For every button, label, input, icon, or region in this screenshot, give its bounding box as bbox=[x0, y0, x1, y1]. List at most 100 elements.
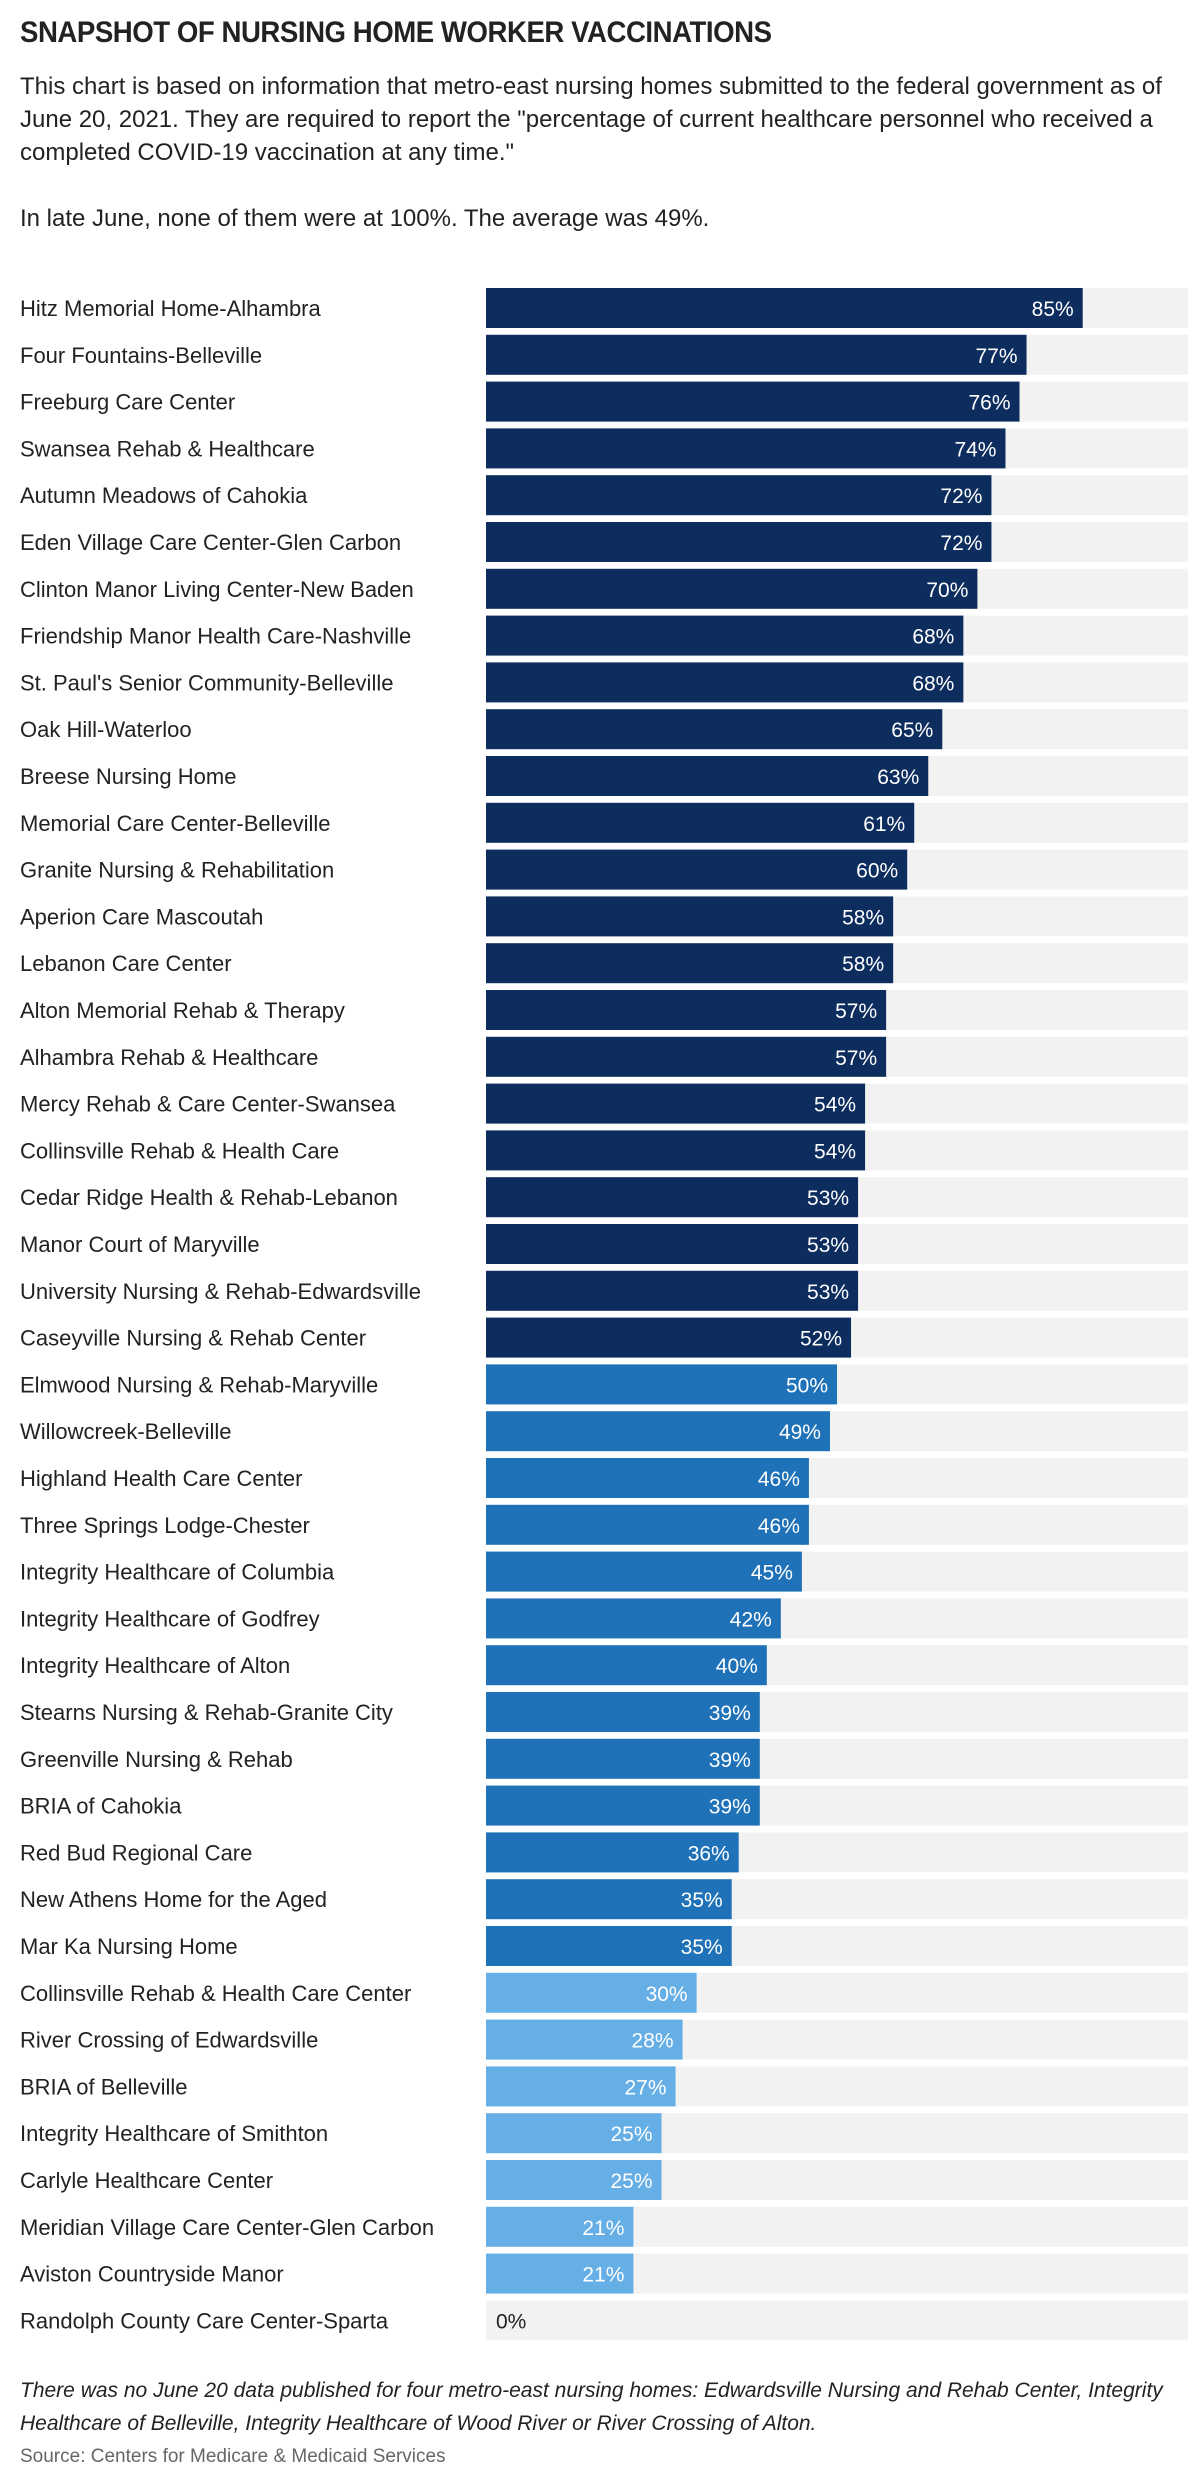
value-label: 35% bbox=[681, 1936, 723, 1959]
bar-row: Carlyle Healthcare Center 25% bbox=[20, 2160, 1188, 2200]
category-label: Greenville Nursing & Rehab bbox=[20, 1747, 293, 1772]
bar bbox=[486, 1785, 760, 1826]
bar-row: St. Paul's Senior Community-Belleville 68… bbox=[20, 662, 1188, 703]
bar bbox=[486, 896, 894, 937]
bar bbox=[486, 756, 929, 796]
bar-row: Granite Nursing & Rehabilitation 60% bbox=[20, 849, 1188, 890]
bar bbox=[486, 1504, 809, 1545]
bar bbox=[486, 2160, 662, 2200]
value-label: 57% bbox=[835, 1047, 877, 1070]
bar bbox=[486, 709, 943, 750]
category-label: Autumn Meadows of Cahokia bbox=[20, 483, 308, 508]
value-label: 53% bbox=[807, 1234, 849, 1257]
bar bbox=[486, 1083, 866, 1124]
bar bbox=[486, 428, 1006, 469]
bar bbox=[486, 990, 887, 1030]
value-label: 72% bbox=[940, 532, 982, 555]
chart-source: Source: Centers for Medicare & Medicaid … bbox=[20, 2446, 446, 2467]
category-label: New Athens Home for the Aged bbox=[20, 1887, 327, 1912]
value-label: 61% bbox=[863, 813, 905, 836]
value-label: 76% bbox=[968, 392, 1010, 415]
category-label: University Nursing & Rehab-Edwardsville bbox=[20, 1279, 421, 1304]
value-label: 53% bbox=[807, 1187, 849, 1210]
bar bbox=[486, 1130, 866, 1171]
bar bbox=[486, 1738, 760, 1779]
value-label: 58% bbox=[842, 906, 884, 929]
category-label: Breese Nursing Home bbox=[20, 764, 236, 789]
bar-row: Integrity Healthcare of Columbia 45% bbox=[20, 1551, 1188, 1592]
value-label: 28% bbox=[632, 2030, 674, 2053]
bar-row: Autumn Meadows of Cahokia 72% bbox=[20, 475, 1188, 516]
bar bbox=[486, 2253, 634, 2294]
category-label: Cedar Ridge Health & Rehab-Lebanon bbox=[20, 1185, 398, 1210]
bar bbox=[486, 1177, 859, 1218]
bar-row: Hitz Memorial Home-Alhambra 85% bbox=[20, 288, 1188, 328]
bar-row: Friendship Manor Health Care-Nashville 68… bbox=[20, 615, 1188, 656]
category-label: Memorial Care Center-Belleville bbox=[20, 811, 331, 836]
bar bbox=[486, 1270, 859, 1311]
bar bbox=[486, 1598, 781, 1639]
category-label: BRIA of Belleville bbox=[20, 2074, 188, 2099]
bar bbox=[486, 1926, 732, 1966]
category-label: Friendship Manor Health Care-Nashville bbox=[20, 624, 411, 649]
category-label: Mar Ka Nursing Home bbox=[20, 1934, 238, 1959]
bar bbox=[486, 1036, 887, 1077]
bar-row: Cedar Ridge Health & Rehab-Lebanon 53% bbox=[20, 1177, 1188, 1218]
subtitle-paragraph-2: In late June, none of them were at 100%.… bbox=[20, 205, 710, 232]
category-label: Freeburg Care Center bbox=[20, 390, 235, 415]
value-label: 39% bbox=[709, 1702, 751, 1725]
category-label: Lebanon Care Center bbox=[20, 951, 232, 976]
subtitle-paragraph-1: This chart is based on information that … bbox=[20, 73, 1162, 166]
bar bbox=[486, 568, 978, 609]
category-label: Four Fountains-Belleville bbox=[20, 343, 262, 368]
value-label: 21% bbox=[582, 2217, 624, 2240]
value-label: 49% bbox=[779, 1421, 821, 1444]
value-label: 46% bbox=[758, 1468, 800, 1491]
category-label: Collinsville Rehab & Health Care Center bbox=[20, 1981, 411, 2006]
bar-row: Mar Ka Nursing Home 35% bbox=[20, 1926, 1188, 1966]
bar bbox=[486, 1879, 732, 1920]
category-label: Aviston Countryside Manor bbox=[20, 2262, 284, 2287]
value-label: 68% bbox=[912, 626, 954, 649]
bar-row: Integrity Healthcare of Godfrey 42% bbox=[20, 1598, 1188, 1639]
bar-row: Collinsville Rehab & Health Care 54% bbox=[20, 1130, 1188, 1171]
category-label: Meridian Village Care Center-Glen Carbon bbox=[20, 2215, 434, 2240]
value-label: 53% bbox=[807, 1281, 849, 1304]
bar bbox=[486, 802, 915, 843]
value-label: 65% bbox=[891, 719, 933, 742]
bar-row: Collinsville Rehab & Health Care Center 3… bbox=[20, 1972, 1188, 2013]
category-label: Integrity Healthcare of Alton bbox=[20, 1653, 290, 1678]
bar-row: Manor Court of Maryville 53% bbox=[20, 1224, 1188, 1264]
value-label: 57% bbox=[835, 1000, 877, 1023]
value-label: 63% bbox=[877, 766, 919, 789]
value-label: 60% bbox=[856, 860, 898, 883]
value-label: 77% bbox=[976, 345, 1018, 368]
category-label: Swansea Rehab & Healthcare bbox=[20, 436, 315, 461]
bar bbox=[486, 615, 964, 656]
category-label: Collinsville Rehab & Health Care bbox=[20, 1138, 339, 1163]
bar-row: Breese Nursing Home 63% bbox=[20, 756, 1188, 796]
bar bbox=[486, 1972, 697, 2013]
bar-row: BRIA of Belleville 27% bbox=[20, 2066, 1188, 2107]
value-label: 0% bbox=[496, 2310, 526, 2333]
category-label: Granite Nursing & Rehabilitation bbox=[20, 858, 334, 883]
chart-footnote: There was no June 20 data published for … bbox=[20, 2379, 1163, 2435]
category-label: Alton Memorial Rehab & Therapy bbox=[20, 998, 345, 1023]
bar-row: Three Springs Lodge-Chester 46% bbox=[20, 1504, 1188, 1545]
bar-row: Highland Health Care Center 46% bbox=[20, 1458, 1188, 1498]
value-label: 45% bbox=[751, 1562, 793, 1585]
category-label: Willowcreek-Belleville bbox=[20, 1419, 232, 1444]
category-label: Oak Hill-Waterloo bbox=[20, 717, 192, 742]
category-label: Aperion Care Mascoutah bbox=[20, 904, 263, 929]
bar bbox=[486, 1551, 802, 1592]
bar bbox=[486, 381, 1020, 422]
bar-row: Lebanon Care Center 58% bbox=[20, 943, 1188, 984]
value-label: 68% bbox=[912, 672, 954, 695]
bar-row: Caseyville Nursing & Rehab Center 52% bbox=[20, 1317, 1188, 1358]
category-label: Stearns Nursing & Rehab-Granite City bbox=[20, 1700, 393, 1725]
bar-row: Freeburg Care Center 76% bbox=[20, 381, 1188, 422]
bar bbox=[486, 1458, 809, 1498]
bar bbox=[486, 1317, 852, 1358]
category-label: Carlyle Healthcare Center bbox=[20, 2168, 273, 2193]
bar bbox=[486, 288, 1083, 328]
